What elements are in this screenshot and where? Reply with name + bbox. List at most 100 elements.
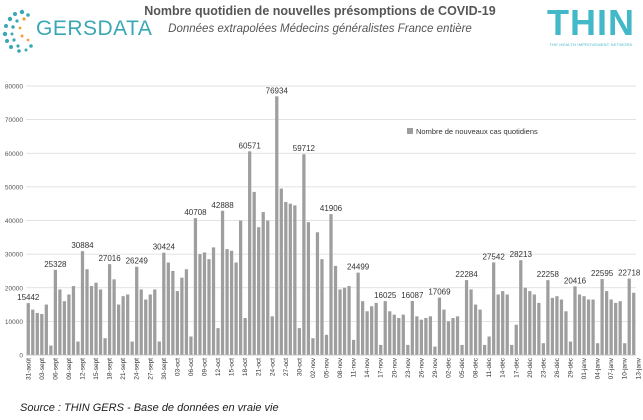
bar xyxy=(609,299,613,355)
x-tick-label: 15-oct xyxy=(229,358,236,376)
bar xyxy=(89,286,94,355)
y-tick-label: 60000 xyxy=(5,151,23,158)
bar xyxy=(401,314,405,355)
bar xyxy=(555,296,559,355)
x-tick-label: 20-déc xyxy=(527,357,534,378)
bar xyxy=(460,344,464,355)
bar xyxy=(338,289,342,355)
bar xyxy=(623,343,627,355)
bar xyxy=(564,311,568,355)
x-tick-label: 07-janv xyxy=(608,357,615,379)
bar xyxy=(31,309,35,355)
chart-subtitle: Données extrapolées Médecins généraliste… xyxy=(168,23,472,35)
data-label: 41906 xyxy=(320,204,343,213)
x-tick-label: 27-oct xyxy=(283,358,290,376)
bar xyxy=(62,301,67,355)
x-tick-label: 10-janv xyxy=(622,357,629,379)
bar xyxy=(71,286,76,355)
bar xyxy=(266,220,270,355)
bar xyxy=(40,313,44,355)
bar xyxy=(58,289,62,355)
x-tick-label: 15-sept xyxy=(93,358,100,380)
bar xyxy=(455,316,460,355)
bar xyxy=(361,301,365,355)
data-label: 22258 xyxy=(537,270,560,279)
bar xyxy=(388,311,392,355)
gersdata-logo: GERSDATA xyxy=(2,4,152,56)
data-label: 59712 xyxy=(293,144,316,153)
bar xyxy=(532,294,536,355)
bar xyxy=(514,324,518,355)
x-tick-label: 12-sept xyxy=(79,358,86,380)
bar xyxy=(528,291,532,355)
x-tick-label: 17-nov xyxy=(378,357,385,378)
bar xyxy=(216,328,220,355)
bar xyxy=(483,344,487,355)
bar xyxy=(392,314,396,355)
bar xyxy=(446,321,451,355)
bar xyxy=(162,252,166,355)
x-tick-label: 14-nov xyxy=(364,357,371,378)
x-tick-label: 09-sept xyxy=(66,358,73,380)
x-tick-label: 29-nov xyxy=(432,357,439,378)
bar xyxy=(469,289,473,355)
bar xyxy=(559,299,564,355)
bar xyxy=(139,289,143,355)
y-tick-label: 80000 xyxy=(5,84,23,91)
x-tick-label: 30-oct xyxy=(296,358,303,376)
bar xyxy=(591,299,595,355)
bar xyxy=(252,191,256,355)
bar xyxy=(501,291,505,355)
bar xyxy=(153,289,157,355)
bar xyxy=(35,312,39,355)
x-tick-label: 13-janv xyxy=(635,357,642,379)
y-tick-label: 10000 xyxy=(5,319,23,326)
y-tick-label: 40000 xyxy=(5,218,23,225)
bar xyxy=(53,269,57,355)
x-tick-label: 08-déc xyxy=(473,357,480,378)
x-tick-label: 31-août xyxy=(25,358,32,380)
x-tick-label: 24-sept xyxy=(134,358,141,380)
bar xyxy=(148,294,152,355)
bar xyxy=(121,296,125,355)
bar xyxy=(302,154,306,355)
data-label: 25328 xyxy=(44,260,67,269)
x-tick-label: 26-nov xyxy=(418,357,425,378)
x-tick-label: 21-oct xyxy=(256,358,263,376)
bar xyxy=(94,282,98,355)
bar xyxy=(49,345,53,355)
bar xyxy=(428,316,433,355)
bar xyxy=(614,302,618,355)
bar xyxy=(126,294,130,355)
bar xyxy=(130,341,134,355)
x-tick-label: 26-déc xyxy=(554,357,561,378)
bar xyxy=(424,318,428,355)
data-label: 60571 xyxy=(239,141,262,150)
legend-swatch xyxy=(407,128,413,134)
x-tick-label: 04-janv xyxy=(595,357,602,379)
bar xyxy=(239,220,243,355)
x-tick-label: 23-déc xyxy=(540,357,547,378)
bar xyxy=(270,316,274,355)
bar xyxy=(595,343,600,355)
x-tick-label: 03-oct xyxy=(174,358,181,376)
bar xyxy=(541,343,545,355)
bar xyxy=(632,292,636,355)
bar xyxy=(311,338,315,355)
y-tick-label: 70000 xyxy=(5,117,23,124)
x-tick-label: 02-nov xyxy=(310,357,317,378)
x-tick-label: 24-oct xyxy=(269,358,276,376)
bar xyxy=(166,262,170,355)
bar xyxy=(211,247,216,355)
thin-logo-text: THIN xyxy=(547,2,635,43)
legend-label: Nombre de nouveaux cas quotidiens xyxy=(416,127,538,136)
bar xyxy=(523,287,527,355)
bar xyxy=(437,297,442,355)
bar xyxy=(410,300,414,355)
x-tick-label: 27-sept xyxy=(147,358,154,380)
bar xyxy=(478,309,482,355)
bar xyxy=(98,289,103,355)
bar xyxy=(406,344,410,355)
bar xyxy=(473,304,478,355)
